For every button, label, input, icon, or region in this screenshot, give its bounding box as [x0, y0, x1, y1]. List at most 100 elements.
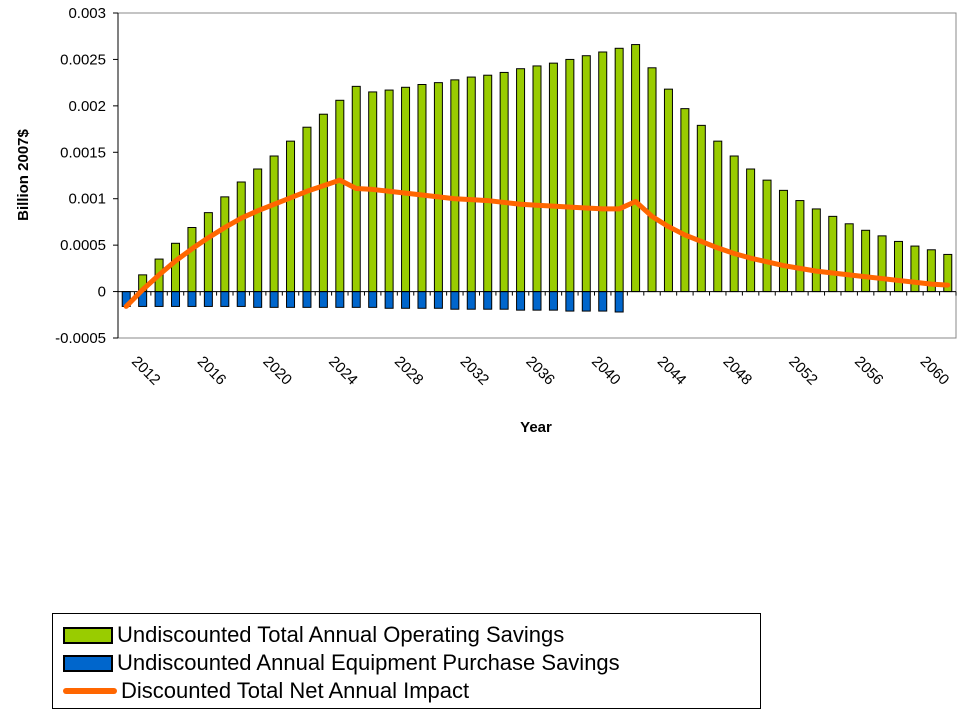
operating-savings-bar: [778, 189, 788, 293]
operating-savings-bar: [318, 113, 328, 293]
operating-savings-bar: [680, 108, 690, 293]
y-tick-label: 0.0025: [60, 51, 106, 68]
operating-savings-bar: [532, 65, 542, 293]
operating-savings-bar: [877, 235, 887, 293]
equipment-savings-bar: [171, 291, 181, 307]
x-tick-label: 2056: [851, 353, 887, 389]
y-tick-label: 0: [98, 284, 106, 301]
x-tick-label: 2032: [457, 353, 493, 389]
equipment-savings-bar: [450, 291, 460, 310]
legend-label: Undiscounted Annual Equipment Purchase S…: [117, 650, 620, 675]
operating-savings-bar: [581, 55, 591, 293]
operating-savings-bar: [401, 86, 411, 293]
legend-item-equipment-savings: Undiscounted Annual Equipment Purchase S…: [63, 650, 620, 676]
equipment-savings-bar: [203, 291, 213, 307]
equipment-savings-bar: [598, 291, 608, 312]
legend-swatch-operating-savings: [63, 626, 113, 644]
equipment-savings-bar: [351, 291, 361, 308]
operating-savings-bar: [499, 71, 509, 293]
x-tick-label: 2040: [588, 353, 624, 389]
legend-label: Undiscounted Total Annual Operating Savi…: [117, 622, 565, 647]
equipment-savings-bar: [236, 291, 246, 307]
x-tick-label: 2052: [785, 353, 821, 389]
equipment-savings-bar: [614, 291, 624, 313]
equipment-savings-bar: [384, 291, 394, 309]
equipment-savings-bar: [253, 291, 263, 308]
operating-savings-bar: [828, 215, 838, 293]
equipment-savings-bar: [286, 291, 296, 308]
x-tick-label: 2024: [325, 353, 361, 389]
equipment-savings-bar: [187, 291, 197, 307]
y-tick-labels: -0.0005 0 0.0005 0.001 0.0015 0.002 0.0025 0.00…: [55, 5, 106, 347]
y-tick-label: 0.0015: [60, 144, 106, 161]
operating-savings-bar: [171, 242, 181, 293]
equipment-savings-bar: [466, 291, 476, 310]
x-tick-label: 2044: [654, 353, 690, 389]
x-tick-label: 2016: [194, 353, 230, 389]
y-tick-label: -0.0005: [55, 330, 106, 347]
operating-savings-bar: [335, 99, 345, 293]
line-layer: [123, 177, 951, 309]
y-tick-label: 0.003: [68, 5, 106, 22]
operating-savings-bar: [647, 67, 657, 293]
equipment-savings-bar: [302, 291, 312, 308]
equipment-savings-bar: [548, 291, 558, 311]
legend: Undiscounted Total Annual Operating Savi…: [52, 613, 761, 709]
operating-savings-bar: [450, 79, 460, 293]
y-tick-label: 0.002: [68, 98, 106, 115]
equipment-savings-bar: [401, 291, 411, 309]
operating-savings-bar: [598, 51, 608, 293]
x-axis-title: Year: [520, 419, 552, 436]
operating-savings-bar: [811, 208, 821, 293]
operating-savings-bar: [236, 181, 246, 293]
operating-savings-bar: [253, 168, 263, 293]
x-tick-label: 2036: [522, 353, 558, 389]
legend-item-net-impact: Discounted Total Net Annual Impact: [63, 678, 469, 704]
operating-savings-bar: [729, 155, 739, 293]
operating-savings-bar: [286, 140, 296, 293]
operating-savings-bar: [433, 82, 443, 293]
y-axis-title: Billion 2007$: [15, 128, 32, 220]
operating-savings-bar: [746, 168, 756, 293]
operating-savings-bar: [548, 62, 558, 293]
equipment-savings-bar: [499, 291, 509, 310]
operating-savings-bar: [466, 76, 476, 293]
x-tick-label: 2020: [259, 353, 295, 389]
equipment-savings-bar: [154, 291, 164, 307]
equipment-savings-bar: [516, 291, 526, 311]
x-tick-labels: 2012 2016 2020 2024 2028 2032 2036 2040 2044 2048…: [128, 353, 952, 389]
y-tick-label: 0.001: [68, 191, 106, 208]
equipment-savings-bar: [417, 291, 427, 309]
equipment-savings-bar: [581, 291, 591, 312]
x-tick-label: 2028: [391, 353, 427, 389]
equipment-savings-bar: [368, 291, 378, 308]
equipment-savings-bar: [318, 291, 328, 308]
operating-savings-bar: [762, 179, 772, 293]
operating-savings-bar: [220, 196, 230, 293]
x-tick-label: 2048: [720, 353, 756, 389]
equipment-savings-bar: [220, 291, 230, 307]
operating-savings-bar: [516, 68, 526, 293]
operating-savings-bar: [302, 126, 312, 293]
legend-label: Discounted Total Net Annual Impact: [121, 678, 470, 703]
equipment-savings-bar: [269, 291, 279, 308]
legend-item-operating-savings: Undiscounted Total Annual Operating Savi…: [63, 622, 564, 648]
operating-savings-bar: [614, 47, 624, 293]
axes-layer: [113, 12, 957, 339]
operating-savings-bar: [795, 200, 805, 293]
operating-savings-bar: [663, 88, 673, 293]
equipment-savings-bar: [433, 291, 443, 309]
legend-swatch-equipment-savings: [63, 654, 113, 672]
chart: -0.0005 0 0.0005 0.001 0.0015 0.002 0.0025 0.00…: [15, 5, 957, 436]
y-tick-label: 0.0005: [60, 237, 106, 254]
equipment-savings-bar: [335, 291, 345, 308]
x-tick-label: 2060: [917, 353, 953, 389]
operating-savings-bar: [696, 124, 706, 293]
operating-savings-bar: [713, 140, 723, 293]
equipment-savings-bar: [532, 291, 542, 311]
operating-savings-bar: [565, 58, 575, 293]
operating-savings-bar: [844, 223, 854, 293]
equipment-savings-bar: [565, 291, 575, 312]
operating-savings-bar: [269, 155, 279, 293]
operating-savings-bar: [203, 212, 213, 293]
